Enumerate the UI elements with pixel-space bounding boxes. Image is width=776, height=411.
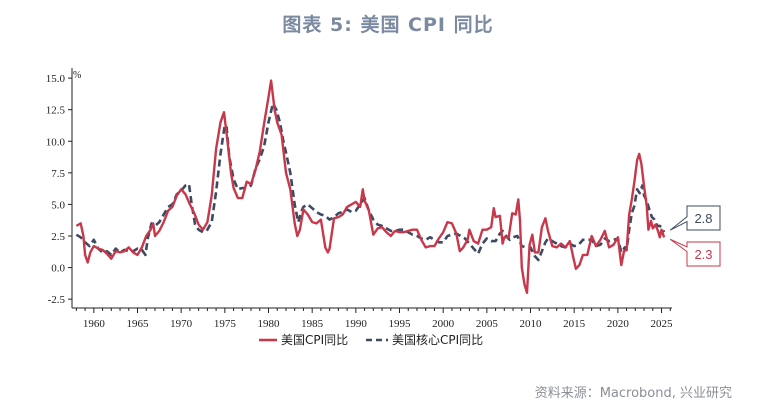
legend-core-label: 美国核心CPI同比 bbox=[392, 333, 483, 347]
legend: 美国CPI同比 美国核心CPI同比 bbox=[259, 333, 483, 347]
callout-core-value: 2.8 bbox=[694, 211, 712, 226]
x-tick-label: 2000 bbox=[432, 318, 455, 330]
y-tick-label: -2.5 bbox=[48, 294, 66, 306]
y-tick-label: 2.5 bbox=[51, 231, 65, 243]
x-tick-label: 2005 bbox=[476, 318, 499, 330]
y-tick-label: 5.0 bbox=[51, 199, 65, 211]
legend-cpi-label: 美国CPI同比 bbox=[281, 333, 348, 347]
x-tick-label: 1990 bbox=[345, 318, 368, 330]
x-tick-label: 1985 bbox=[301, 318, 324, 330]
x-tick-label: 1965 bbox=[127, 318, 150, 330]
y-unit-label: % bbox=[73, 70, 81, 81]
x-tick-label: 2010 bbox=[520, 318, 543, 330]
x-tick-label: 1995 bbox=[389, 318, 412, 330]
x-tick-label: 1960 bbox=[83, 318, 106, 330]
x-axis: 1960 1965 1970 1975 1980 1985 1990 1995 2000 2005… bbox=[72, 307, 674, 330]
source-note: 资料来源：Macrobond, 兴业研究 bbox=[534, 386, 732, 401]
x-tick-label: 1975 bbox=[214, 318, 237, 330]
series-core-cpi-line bbox=[75, 102, 666, 262]
y-tick-label: 7.5 bbox=[51, 168, 65, 180]
plot-lines bbox=[75, 79, 666, 294]
chart-title: 图表 5: 美国 CPI 同比 bbox=[282, 14, 494, 36]
y-axis: -2.5 0.0 2.5 5.0 7.5 10.0 12.5 15.0% bbox=[46, 68, 81, 308]
x-tick-label: 1970 bbox=[170, 318, 193, 330]
callout-cpi-box bbox=[669, 238, 721, 267]
end-value-callouts: 2.8 2.3 bbox=[669, 205, 721, 267]
y-tick-label: 12.5 bbox=[46, 105, 66, 117]
series-cpi-line bbox=[75, 79, 666, 294]
y-tick-label: 10.0 bbox=[46, 136, 66, 148]
x-tick-label: 2015 bbox=[563, 318, 586, 330]
callout-cpi-value: 2.3 bbox=[694, 247, 712, 262]
x-tick-label: 2025 bbox=[651, 318, 674, 330]
y-tick-label: 15.0 bbox=[46, 73, 66, 85]
x-tick-label: 1980 bbox=[258, 318, 281, 330]
y-tick-label: 0.0 bbox=[51, 263, 65, 275]
callout-core-box bbox=[669, 205, 721, 231]
x-tick-label: 2020 bbox=[607, 318, 630, 330]
